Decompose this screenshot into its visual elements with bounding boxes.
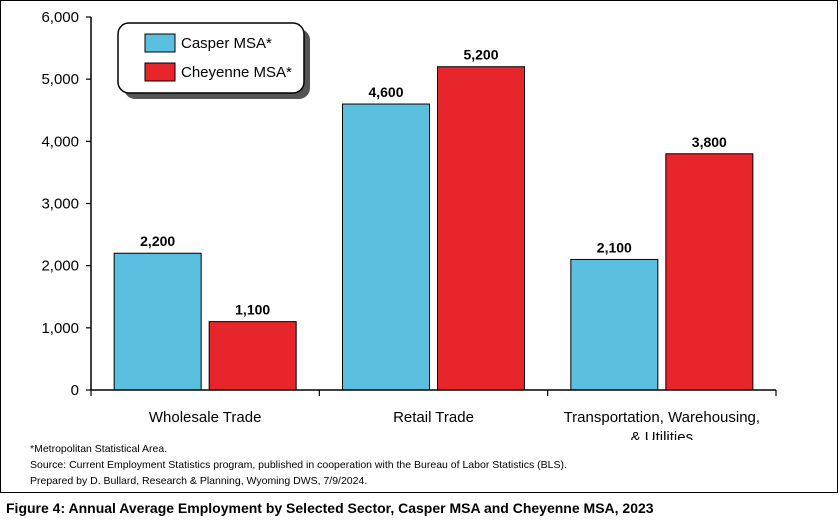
legend-swatch — [144, 33, 176, 53]
y-tick-label: 1,000 — [41, 320, 79, 337]
data-label: 1,100 — [235, 302, 270, 318]
bar-chart: 2,200 1,100 4,600 5,200 2,100 3,800 Wholesale… — [41, 9, 777, 440]
notes: *Metropolitan Statistical Area. Source: … — [30, 441, 567, 489]
y-tick-label: 6,000 — [41, 9, 79, 26]
legend: Casper MSA* Cheyenne MSA* — [117, 22, 310, 99]
category-label-line: & Utilities — [631, 429, 694, 440]
y-tick-label: 4,000 — [41, 133, 79, 150]
legend-label: Casper MSA* — [181, 35, 272, 52]
y-tick-label: 3,000 — [41, 196, 79, 213]
note-msa: *Metropolitan Statistical Area. — [30, 443, 168, 455]
figure-caption: Figure 4: Annual Average Employment by S… — [6, 500, 654, 516]
bar-casper-2 — [570, 258, 659, 391]
y-tick-label: 0 — [71, 382, 79, 399]
bar-casper-1 — [342, 103, 430, 391]
y-tick-label: 2,000 — [41, 258, 79, 275]
category-label: Retail Trade — [393, 409, 474, 426]
note-prepared-by: Prepared by D. Bullard, Research & Plann… — [30, 475, 368, 487]
data-label: 3,800 — [692, 134, 727, 150]
note-source: Source: Current Employment Statistics pr… — [30, 459, 567, 471]
data-label: 4,600 — [368, 84, 403, 100]
y-tick-label: 5,000 — [41, 71, 79, 88]
bar-cheyenne-0 — [208, 321, 297, 391]
legend-label: Cheyenne MSA* — [181, 64, 292, 81]
legend-swatch — [144, 62, 176, 82]
data-label: 2,200 — [140, 233, 175, 249]
category-label-line: Retail Trade — [393, 409, 474, 426]
bar-casper-0 — [113, 252, 202, 391]
bar-cheyenne-2 — [665, 153, 754, 391]
bar-cheyenne-1 — [437, 66, 525, 391]
category-label-line: Wholesale Trade — [149, 409, 262, 426]
category-label: Transportation, Warehousing, & Utilities — [564, 409, 761, 440]
category-label: Wholesale Trade — [149, 409, 262, 426]
bars-group: 2,200 1,100 4,600 5,200 2,100 3,800 — [113, 47, 754, 391]
data-label: 2,100 — [597, 239, 632, 255]
axes-group: Wholesale Trade Retail Trade Transportatio… — [41, 9, 777, 440]
category-label-line: Transportation, Warehousing, — [564, 409, 761, 426]
data-label: 5,200 — [463, 47, 498, 63]
